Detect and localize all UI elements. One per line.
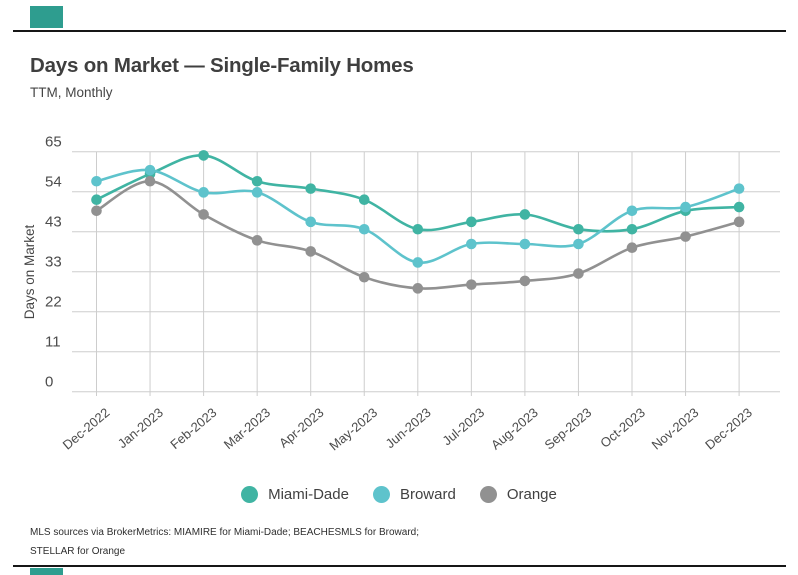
data-point [573,238,584,250]
data-point [733,216,745,228]
data-point [573,223,584,235]
data-point [251,187,263,198]
grid-lines [72,151,780,396]
data-point [358,223,370,235]
svg-text:Jun-2023: Jun-2023 [383,405,434,451]
svg-text:Dec-2022: Dec-2022 [60,405,113,453]
series-dots [91,150,745,294]
svg-text:Nov-2023: Nov-2023 [649,405,702,453]
svg-text:Feb-2023: Feb-2023 [167,405,219,452]
data-point [519,275,531,287]
data-point [198,209,209,220]
data-point [519,209,531,220]
svg-text:Dec-2023: Dec-2023 [702,405,755,453]
svg-text:0: 0 [45,374,53,391]
data-point [358,194,370,205]
data-point [466,238,477,250]
svg-text:Jul-2023: Jul-2023 [439,405,487,449]
svg-text:22: 22 [45,294,62,311]
data-point [198,150,209,161]
data-point [680,201,691,213]
data-point [412,257,424,268]
brand-accent-bar-bottom [30,568,63,575]
x-axis-ticks: Dec-2022 Jan-2023 Feb-2023 Mar-2023 Apr-2023… [60,405,755,454]
data-point [733,183,745,194]
data-point [466,216,477,228]
data-point [680,231,691,242]
svg-text:11: 11 [45,334,61,351]
data-point [144,175,156,187]
data-point [412,283,424,294]
svg-text:65: 65 [45,134,62,151]
y-axis-label: Days on Market [22,224,37,319]
legend-label: Miami-Dade [268,486,349,503]
brand-accent-bar-top [30,6,63,28]
data-point [305,216,317,228]
data-point [251,235,263,246]
data-point [91,175,102,187]
source-note-line2: STELLAR for Orange [30,546,126,557]
data-point [91,194,102,205]
svg-text:33: 33 [45,254,62,271]
bottom-divider-line [13,565,786,567]
data-point [305,246,317,257]
data-point [626,242,638,253]
data-point [358,271,370,283]
svg-text:Sep-2023: Sep-2023 [542,405,595,453]
data-point [251,175,263,187]
data-point [91,205,102,217]
chart-title: Days on Market — Single-Family Homes [30,54,414,77]
data-point [305,183,317,194]
orange-legend-dot-icon [479,486,497,503]
legend-item-miami-dade: Miami-Dade [241,486,349,503]
legend-label: Orange [506,486,557,503]
chart-legend: Miami-Dade Broward Orange [0,486,798,503]
svg-text:May-2023: May-2023 [326,405,380,454]
legend-label: Broward [399,486,456,503]
svg-text:Mar-2023: Mar-2023 [221,405,273,452]
broward-legend-dot-icon [372,486,390,503]
svg-text:54: 54 [45,174,62,191]
data-point [573,268,584,279]
data-point [144,164,156,176]
y-axis-ticks: 0 11 22 33 43 54 65 [45,134,62,391]
data-point [466,279,477,290]
data-point [626,205,638,217]
data-point [519,238,531,250]
data-point [626,223,638,235]
svg-text:Aug-2023: Aug-2023 [488,405,541,453]
svg-text:43: 43 [45,214,62,231]
legend-item-orange: Orange [479,486,557,503]
miami-dade-legend-dot-icon [241,486,259,503]
svg-text:Apr-2023: Apr-2023 [276,405,327,451]
data-point [733,201,745,213]
data-point [412,223,424,235]
legend-item-broward: Broward [372,486,456,503]
source-note-line1: MLS sources via BrokerMetrics: MIAMIRE f… [30,527,419,538]
svg-text:Oct-2023: Oct-2023 [597,405,648,451]
top-divider-line [13,30,786,32]
data-point [198,187,209,198]
svg-text:Jan-2023: Jan-2023 [115,405,166,451]
chart-subtitle: TTM, Monthly [30,85,113,100]
